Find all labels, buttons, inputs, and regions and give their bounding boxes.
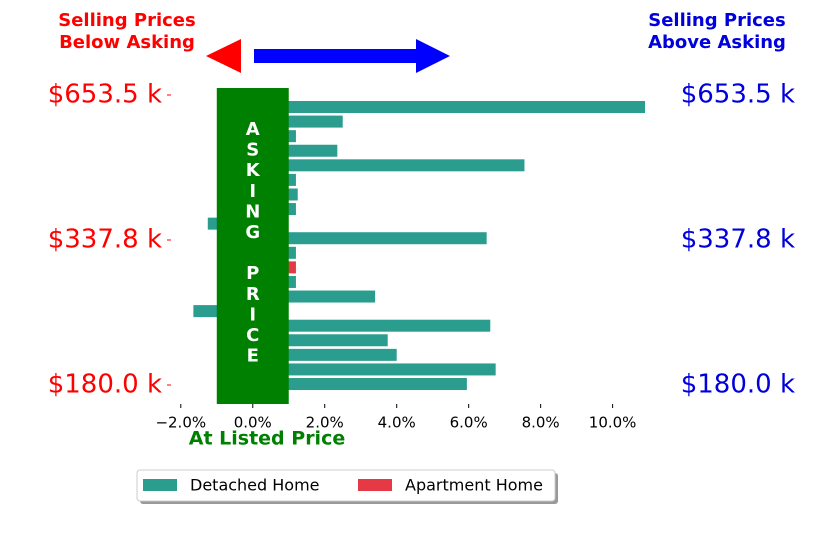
asking-band — [216, 88, 289, 404]
x-axis-label: At Listed Price — [189, 428, 345, 450]
legend-swatch — [358, 479, 392, 491]
bar — [252, 232, 487, 245]
legend-swatch — [143, 479, 177, 491]
legend-label: Apartment Home — [405, 476, 543, 495]
bar — [252, 319, 491, 332]
x-tick-label: 0.0% — [234, 414, 272, 432]
bar — [252, 101, 646, 113]
bar — [252, 378, 467, 391]
x-tick-label: −2.0% — [155, 414, 206, 432]
bar — [252, 159, 525, 172]
y-tick-label-left: $653.5 k — [48, 80, 162, 110]
x-tick-label: 8.0% — [522, 414, 560, 432]
x-tick-label: 10.0% — [589, 414, 637, 432]
header-left: Selling Prices Below Asking — [58, 10, 195, 53]
y-tick-label-right: $337.8 k — [681, 225, 795, 255]
y-tick-label-left: $337.8 k — [48, 225, 162, 255]
y-tick-label-right: $180.0 k — [681, 370, 795, 400]
legend — [136, 469, 556, 502]
arrow-left — [206, 39, 241, 73]
y-tick-label-right: $653.5 k — [681, 80, 795, 110]
x-tick-label: 4.0% — [378, 414, 416, 432]
bar — [252, 363, 496, 376]
header-right: Selling Prices Above Asking — [648, 10, 786, 53]
y-tick-label-left: $180.0 k — [48, 370, 162, 400]
arrow-right — [254, 39, 450, 73]
x-tick-label: 2.0% — [306, 414, 344, 432]
legend-label: Detached Home — [190, 476, 320, 495]
x-tick-label: 6.0% — [450, 414, 488, 432]
